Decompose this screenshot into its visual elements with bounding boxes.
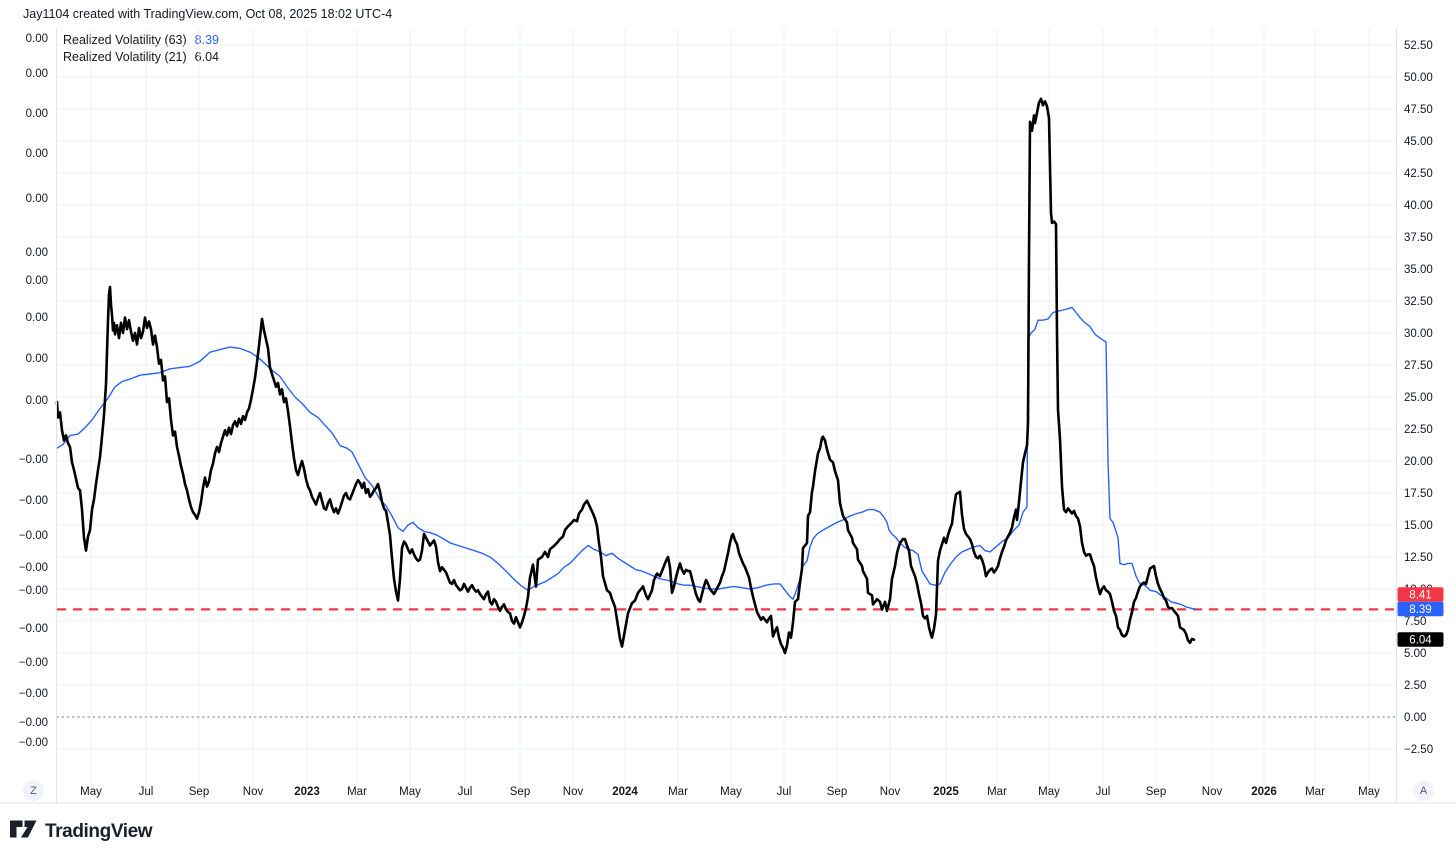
price-badge-value: 8.41 xyxy=(1409,590,1431,602)
grid-lines xyxy=(57,28,1396,802)
left-axis-label: 0.00 xyxy=(26,148,48,160)
right-axis-label: 25.00 xyxy=(1404,392,1433,404)
right-axis-label: 50.00 xyxy=(1404,72,1433,84)
right-axis-label: 42.50 xyxy=(1404,168,1433,180)
right-axis-label: 7.50 xyxy=(1404,616,1426,628)
auto-scale-button[interactable]: A xyxy=(1413,780,1434,801)
left-axis-label: −0.00 xyxy=(19,495,48,507)
left-axis-label: −0.00 xyxy=(19,530,48,542)
left-axis-label: −0.00 xyxy=(19,688,48,700)
left-price-scale[interactable]: 0.00 0.00 0.00 0.00 0.00 0.00 0.00 0.00 0.00 0.00… xyxy=(19,33,48,749)
right-axis-label: 40.00 xyxy=(1404,200,1433,212)
right-axis-label: 32.50 xyxy=(1404,296,1433,308)
time-axis-label: Sep xyxy=(189,786,209,798)
legend-row-rv63[interactable]: Realized Volatility (63) 8.39 xyxy=(63,32,219,49)
time-axis-label: Mar xyxy=(347,786,367,798)
right-axis-label: 47.50 xyxy=(1404,104,1433,116)
time-axis-label: May xyxy=(80,786,102,798)
left-axis-label: −0.00 xyxy=(19,623,48,635)
chart-legend: Realized Volatility (63) 8.39 Realized V… xyxy=(63,32,219,65)
price-badge-value: 8.39 xyxy=(1409,604,1431,616)
right-price-scale[interactable]: 52.50 50.00 47.50 45.00 42.50 40.00 37.50 35.00… xyxy=(1404,40,1433,756)
time-axis-label: Mar xyxy=(987,786,1007,798)
tradingview-logo-icon xyxy=(10,819,37,844)
time-axis-label: Nov xyxy=(243,786,264,798)
right-axis-label: 20.00 xyxy=(1404,456,1433,468)
left-axis-label: 0.00 xyxy=(26,395,48,407)
legend-label-rv21: Realized Volatility (21) xyxy=(63,49,187,64)
time-axis-label: 2025 xyxy=(933,786,959,798)
right-axis-label: 35.00 xyxy=(1404,264,1433,276)
right-axis-label: 15.00 xyxy=(1404,520,1433,532)
price-badges: 8.41 8.39 6.04 xyxy=(1397,587,1444,647)
right-axis-label: 2.50 xyxy=(1404,680,1426,692)
left-axis-label: 0.00 xyxy=(26,108,48,120)
time-axis-label: Sep xyxy=(1146,786,1166,798)
left-axis-label: 0.00 xyxy=(26,247,48,259)
time-axis-label: Mar xyxy=(668,786,688,798)
legend-label-rv63: Realized Volatility (63) xyxy=(63,33,187,47)
left-axis-label: −0.00 xyxy=(19,562,48,574)
price-badge-value: 6.04 xyxy=(1409,635,1432,647)
tradingview-logo[interactable]: TradingView xyxy=(10,819,153,844)
time-axis-label: May xyxy=(1038,786,1060,798)
time-axis-label: May xyxy=(720,786,742,798)
time-axis-label: Jul xyxy=(458,786,473,798)
left-axis-label: −0.00 xyxy=(19,454,48,466)
right-axis-label: 37.50 xyxy=(1404,232,1433,244)
legend-row-rv21[interactable]: Realized Volatility (21) 6.04 xyxy=(63,49,219,66)
time-axis-label: Jul xyxy=(1096,786,1111,798)
time-axis-label: Mar xyxy=(1305,786,1325,798)
time-axis-label: Sep xyxy=(510,786,530,798)
legend-value-rv21: 6.04 xyxy=(194,49,220,64)
time-axis-label: Jul xyxy=(777,786,792,798)
right-axis-label: 5.00 xyxy=(1404,648,1426,660)
left-axis-label: 0.00 xyxy=(26,275,48,287)
left-axis-label: −0.00 xyxy=(19,717,48,729)
price-badge xyxy=(1397,601,1444,617)
right-axis-label: 52.50 xyxy=(1404,40,1433,52)
left-axis-label: 0.00 xyxy=(26,353,48,365)
left-axis-label: −0.00 xyxy=(19,737,48,749)
left-axis-label: 0.00 xyxy=(26,68,48,80)
time-axis-label: May xyxy=(399,786,421,798)
right-axis-label: −2.50 xyxy=(1404,744,1433,756)
tradingview-wordmark: TradingView xyxy=(45,820,153,842)
rv63-line[interactable] xyxy=(56,306,1197,611)
right-axis-label: 0.00 xyxy=(1404,712,1426,724)
right-axis-label: 27.50 xyxy=(1404,360,1433,372)
right-axis-label: 30.00 xyxy=(1404,328,1433,340)
left-axis-label: 0.00 xyxy=(26,312,48,324)
timescale-reset-label: Z xyxy=(30,784,37,797)
legend-value-rv63: 8.39 xyxy=(194,33,220,47)
time-axis-label: 2026 xyxy=(1251,786,1277,798)
time-axis-label: Nov xyxy=(880,786,901,798)
series-lines xyxy=(55,97,1197,655)
left-axis-label: 0.00 xyxy=(26,33,48,45)
left-axis-label: 0.00 xyxy=(26,193,48,205)
attribution-text: Jay1104 created with TradingView.com, Oc… xyxy=(23,7,393,21)
time-axis-label: 2024 xyxy=(612,786,638,798)
time-axis-label: 2023 xyxy=(294,786,320,798)
left-axis-label: −0.00 xyxy=(19,585,48,597)
rv21-line[interactable] xyxy=(55,97,1196,655)
auto-scale-label: A xyxy=(1419,784,1428,797)
time-axis-label: Nov xyxy=(563,786,584,798)
time-axis-label: Jul xyxy=(139,786,154,798)
pane-borders xyxy=(0,28,1456,804)
right-axis-label: 17.50 xyxy=(1404,488,1433,500)
price-badge xyxy=(1397,587,1444,602)
right-axis-label: 12.50 xyxy=(1404,552,1433,564)
time-axis-label: Nov xyxy=(1202,786,1223,798)
right-axis-label: 45.00 xyxy=(1404,136,1433,148)
time-axis-label: Sep xyxy=(827,786,847,798)
right-axis-label: 22.50 xyxy=(1404,424,1433,436)
left-axis-label: −0.00 xyxy=(19,657,48,669)
time-scale[interactable]: May Jul Sep Nov 2023 Mar May Jul Sep Nov 2024 Mar Ma… xyxy=(80,786,1380,798)
price-badge xyxy=(1397,632,1444,647)
time-axis-label: May xyxy=(1358,786,1380,798)
timescale-reset-button[interactable]: Z xyxy=(23,780,44,801)
